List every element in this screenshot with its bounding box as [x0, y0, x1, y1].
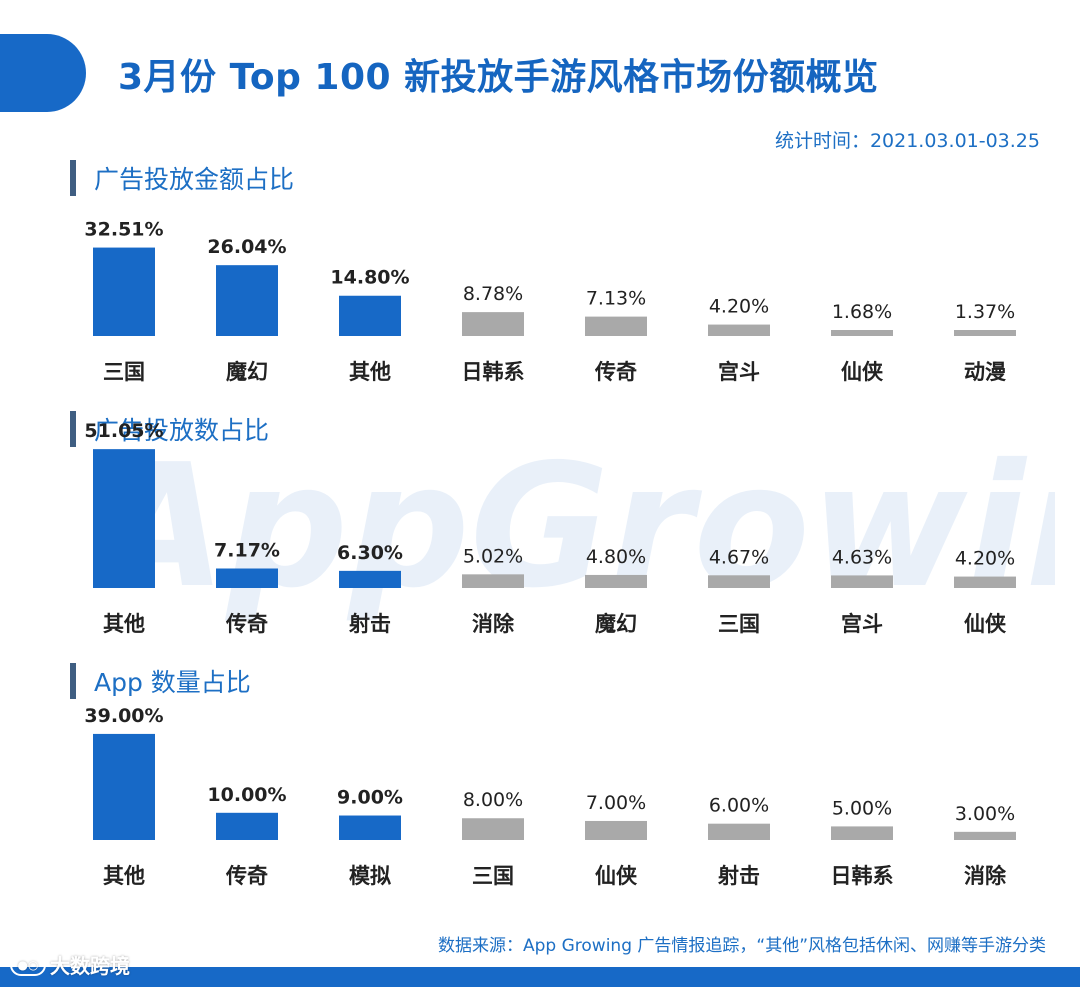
data-label: 39.00%	[84, 705, 163, 727]
bar-2-5	[585, 574, 647, 588]
bar-3-6	[708, 823, 770, 840]
data-label: 4.67%	[709, 546, 769, 568]
category-label: 射击	[348, 612, 391, 636]
data-label: 10.00%	[207, 784, 286, 806]
data-label: 4.63%	[832, 546, 892, 568]
category-label: 传奇	[225, 612, 268, 636]
bar-1-2	[216, 265, 278, 336]
data-label: 6.00%	[709, 795, 769, 817]
bar-2-6	[708, 575, 770, 588]
stat-time: 统计时间：2021.03.01-03.25	[774, 130, 1040, 152]
data-label: 7.13%	[586, 288, 646, 310]
category-label: 宫斗	[841, 612, 883, 636]
section-label: 广告投放金额占比	[94, 165, 295, 194]
category-label: 模拟	[349, 864, 391, 888]
bottom-bar	[0, 967, 1080, 987]
bar-2-4	[462, 574, 524, 588]
bar-3-1	[93, 733, 155, 840]
data-label: 14.80%	[330, 267, 409, 289]
category-label: 其他	[103, 864, 145, 888]
bar-3-5	[585, 820, 647, 840]
section-label: App 数量占比	[94, 668, 251, 697]
section-label: 广告投放数占比	[94, 416, 270, 445]
bar-2-8	[954, 576, 1016, 588]
category-label: 日韩系	[831, 864, 894, 888]
bar-3-2	[216, 812, 278, 840]
category-label: 日韩系	[462, 360, 525, 384]
category-label: 传奇	[225, 864, 268, 888]
data-label: 1.68%	[832, 301, 892, 323]
bar-1-7	[831, 330, 893, 336]
category-label: 消除	[964, 864, 1007, 888]
category-label: 仙侠	[964, 612, 1007, 636]
bar-3-7	[831, 826, 893, 840]
bar-3-4	[462, 818, 524, 840]
data-label: 7.00%	[586, 792, 646, 814]
bar-1-8	[954, 330, 1016, 336]
data-label: 1.37%	[955, 301, 1015, 323]
category-label: 其他	[349, 360, 391, 384]
bar-1-5	[585, 316, 647, 336]
bar-2-7	[831, 575, 893, 588]
category-label: 射击	[717, 864, 760, 888]
section-title-ad-spend: 广告投放金额占比	[70, 160, 294, 196]
data-label: 32.51%	[84, 219, 163, 241]
category-label: 三国	[103, 360, 145, 384]
section-title-app-count: App 数量占比	[70, 663, 251, 699]
bar-2-2	[216, 568, 278, 588]
category-label: 消除	[472, 612, 515, 636]
section-marker	[70, 663, 76, 699]
category-label: 仙侠	[595, 864, 638, 888]
data-label: 8.78%	[463, 283, 523, 305]
data-label: 3.00%	[955, 803, 1015, 825]
title-tab-decoration	[0, 34, 86, 112]
data-label: 4.20%	[709, 296, 769, 318]
footer-source-note: 数据来源：App Growing 广告情报追踪，“其他”风格包括休闲、网赚等手游…	[437, 936, 1046, 956]
page-title: 3月份 Top 100 新投放手游风格市场份额概览	[118, 57, 879, 98]
bar-1-6	[708, 324, 770, 336]
data-label: 9.00%	[337, 787, 403, 809]
data-label: 5.00%	[832, 797, 892, 819]
data-label: 26.04%	[207, 236, 286, 258]
category-label: 三国	[718, 612, 760, 636]
data-label: 6.30%	[337, 542, 403, 564]
category-label: 动漫	[964, 360, 1006, 384]
category-label: 其他	[103, 612, 145, 636]
data-label: 8.00%	[463, 789, 523, 811]
bar-2-3	[339, 570, 401, 588]
category-label: 三国	[472, 864, 514, 888]
category-label: 宫斗	[718, 360, 760, 384]
bar-2-1	[93, 449, 155, 588]
source-logo-icon: ●○	[10, 953, 46, 976]
section-marker	[70, 160, 76, 196]
section-title-ad-count: 广告投放数占比	[70, 411, 269, 447]
category-label: 魔幻	[226, 360, 268, 384]
category-label: 仙侠	[841, 360, 884, 384]
source-watermark-text: 大数跨境	[50, 954, 130, 978]
data-label: 4.20%	[955, 548, 1015, 570]
bar-1-3	[339, 295, 401, 336]
data-label: 4.80%	[586, 546, 646, 568]
bar-3-8	[954, 831, 1016, 840]
data-label: 5.02%	[463, 545, 523, 567]
section-marker	[70, 411, 76, 447]
bar-1-1	[93, 247, 155, 336]
bar-3-3	[339, 815, 401, 840]
source-watermark: ●○ 大数跨境	[10, 950, 130, 979]
bar-1-4	[462, 312, 524, 336]
category-label: 魔幻	[595, 612, 637, 636]
data-label: 7.17%	[214, 539, 280, 561]
category-label: 传奇	[594, 360, 637, 384]
